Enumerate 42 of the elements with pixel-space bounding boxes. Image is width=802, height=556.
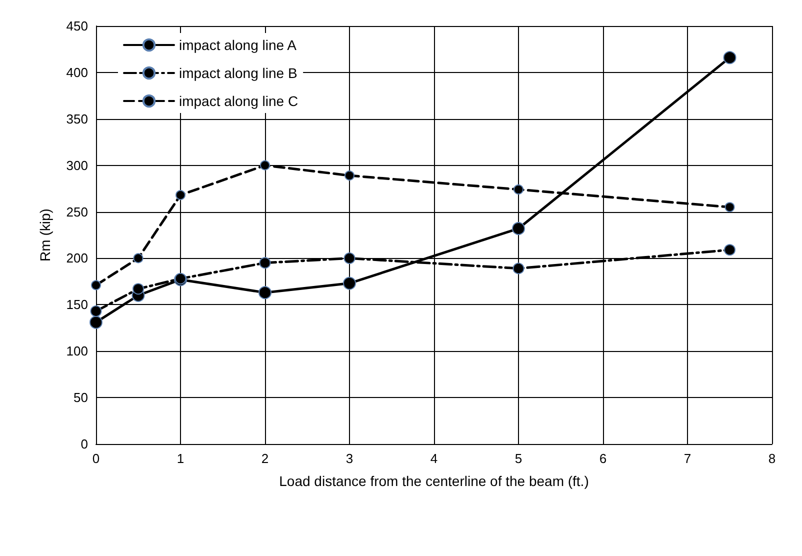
point <box>176 190 186 200</box>
legend-label: impact along line B <box>179 65 298 81</box>
legend-label: impact along line A <box>179 37 298 53</box>
x-tick-label: 8 <box>768 451 776 466</box>
y-tick-label: 100 <box>66 344 88 359</box>
x-tick-label: 5 <box>514 451 522 466</box>
point <box>344 170 354 181</box>
point <box>90 316 102 329</box>
point <box>260 160 270 170</box>
y-tick-label: 450 <box>66 18 88 34</box>
point <box>258 286 272 300</box>
point <box>512 222 525 235</box>
y-tick-label: 400 <box>66 64 88 80</box>
point <box>724 244 736 256</box>
x-tick-label: 4 <box>430 451 438 466</box>
x-axis-title: Load distance from the centerline of the beam (ft.) <box>279 473 589 489</box>
point <box>90 305 102 317</box>
point <box>91 280 101 290</box>
y-tick-label: 200 <box>66 250 88 266</box>
x-tick-label: 0 <box>92 451 100 466</box>
x-tick-label: 7 <box>684 451 692 466</box>
point <box>724 202 735 212</box>
y-tick-label: 50 <box>74 390 88 406</box>
x-tick-label: 3 <box>346 451 354 466</box>
point <box>512 262 524 274</box>
x-tick-label: 2 <box>261 451 269 466</box>
x-tick-label: 6 <box>599 451 607 466</box>
y-axis-title: Rm (kip) <box>37 208 53 262</box>
y-tick-label: 150 <box>66 297 88 312</box>
y-tick-label: 250 <box>66 204 88 220</box>
point <box>132 283 144 295</box>
y-tick-label: 0 <box>80 436 88 452</box>
y-tick-label: 350 <box>66 111 88 126</box>
legend-label: impact along line C <box>179 93 298 109</box>
point <box>133 253 144 264</box>
point <box>723 51 736 64</box>
point <box>343 276 356 290</box>
x-tick-label: 1 <box>176 451 184 466</box>
point <box>514 184 524 194</box>
point <box>259 257 271 269</box>
y-tick-label: 300 <box>66 158 88 173</box>
point <box>344 252 356 264</box>
